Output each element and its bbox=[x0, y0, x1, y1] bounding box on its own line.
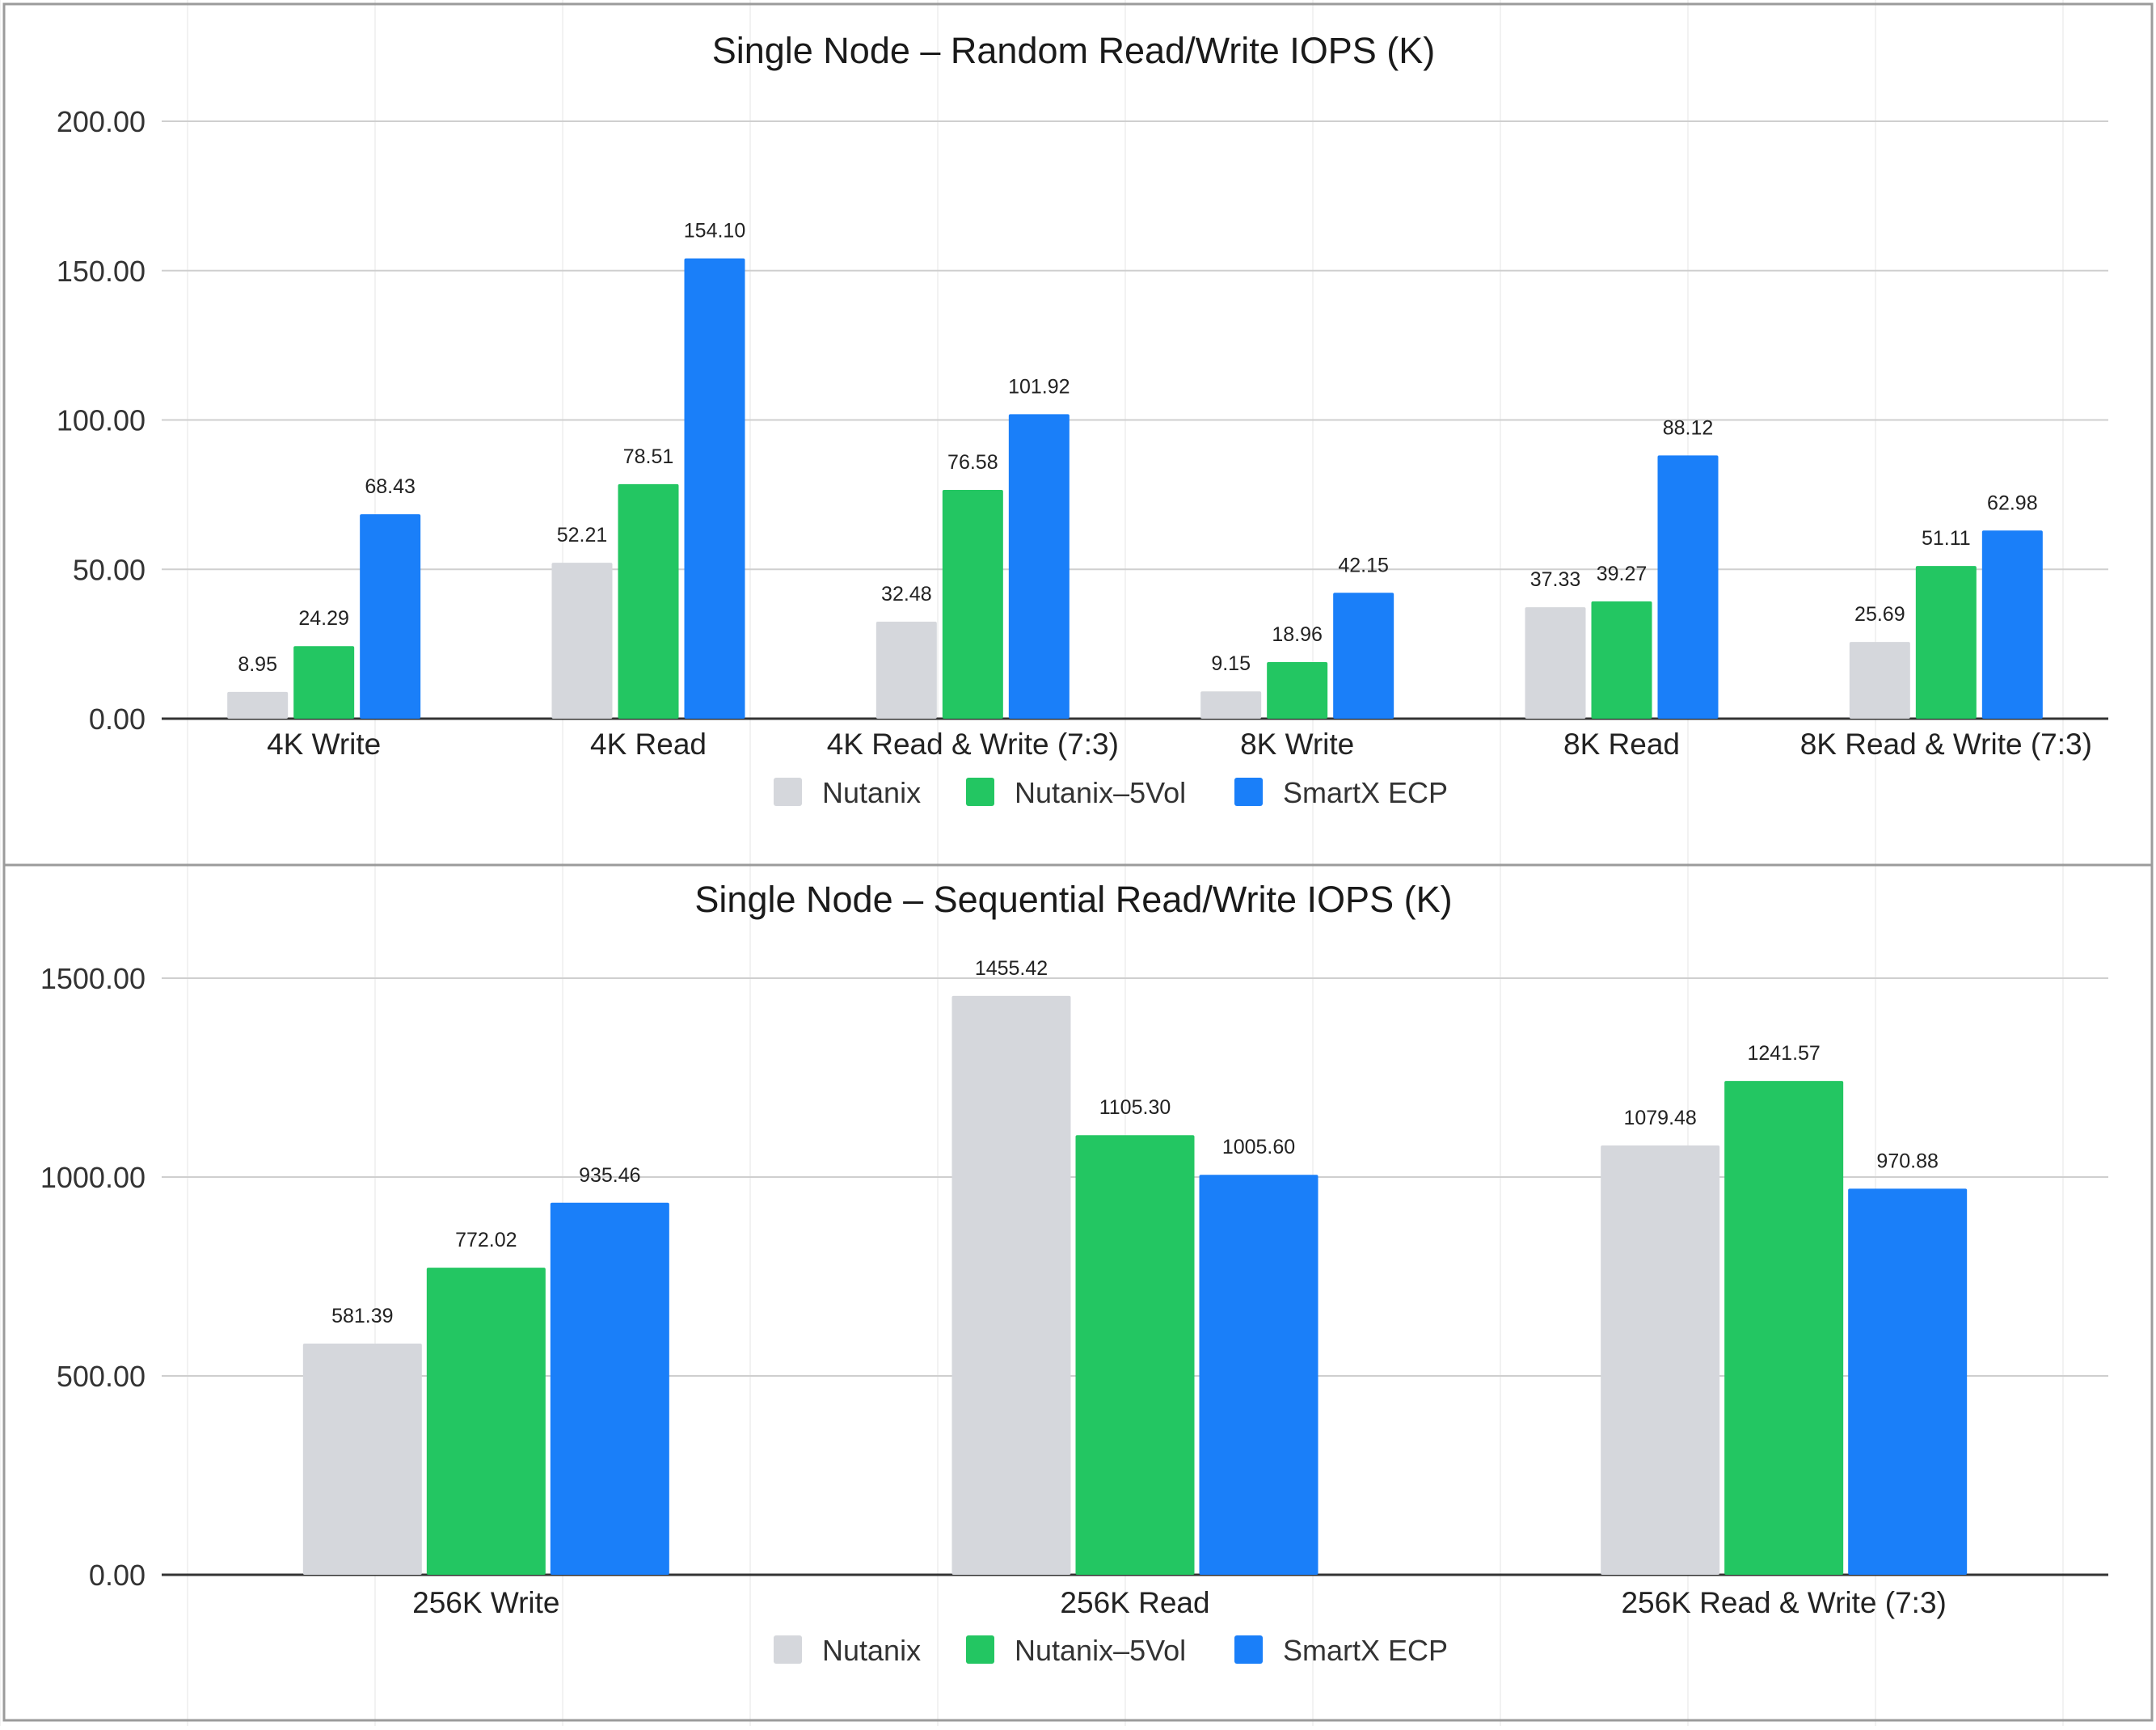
data-label: 1079.48 bbox=[1623, 1107, 1696, 1129]
data-label: 39.27 bbox=[1597, 563, 1648, 585]
legend-swatch bbox=[1234, 1635, 1263, 1664]
bar bbox=[1981, 530, 2043, 719]
y-tick-label: 1000.00 bbox=[40, 1161, 146, 1194]
data-label: 62.98 bbox=[1987, 492, 2038, 514]
bar bbox=[942, 490, 1003, 719]
bar bbox=[1199, 1175, 1318, 1575]
data-label: 68.43 bbox=[365, 475, 416, 498]
bar bbox=[293, 646, 355, 719]
legend-label: Nutanix–5Vol bbox=[1015, 1634, 1186, 1667]
y-tick-label: 50.00 bbox=[73, 553, 146, 586]
data-label: 1105.30 bbox=[1099, 1096, 1171, 1119]
legend-swatch bbox=[966, 778, 994, 806]
data-label: 52.21 bbox=[557, 524, 608, 546]
x-category-label: 4K Read bbox=[590, 728, 707, 761]
data-label: 970.88 bbox=[1876, 1150, 1938, 1172]
chart-title: Single Node – Random Read/Write IOPS (K) bbox=[712, 30, 1436, 71]
bar bbox=[1601, 1145, 1720, 1575]
bar bbox=[1525, 607, 1586, 719]
data-label: 25.69 bbox=[1854, 603, 1905, 626]
data-label: 935.46 bbox=[579, 1164, 640, 1187]
data-label: 154.10 bbox=[684, 220, 745, 243]
legend-label: Nutanix bbox=[822, 1634, 921, 1667]
data-label: 581.39 bbox=[331, 1305, 393, 1327]
data-label: 78.51 bbox=[623, 445, 674, 468]
x-category-label: 8K Read bbox=[1563, 728, 1680, 761]
chart-panel-border bbox=[2, 863, 2154, 1722]
legend-swatch bbox=[966, 1635, 994, 1664]
bar bbox=[618, 483, 679, 719]
data-label: 772.02 bbox=[455, 1229, 517, 1251]
data-label: 76.58 bbox=[947, 451, 998, 474]
bar bbox=[1724, 1081, 1844, 1575]
x-category-label: 8K Write bbox=[1240, 728, 1354, 761]
bar bbox=[1075, 1135, 1195, 1575]
data-label: 51.11 bbox=[1922, 527, 1971, 550]
y-tick-label: 1500.00 bbox=[40, 962, 146, 995]
y-tick-label: 0.00 bbox=[89, 1559, 146, 1592]
legend-label: Nutanix bbox=[822, 776, 921, 809]
y-tick-label: 500.00 bbox=[57, 1360, 146, 1393]
bar bbox=[1267, 661, 1328, 719]
bar bbox=[360, 514, 421, 719]
bar bbox=[302, 1343, 422, 1575]
legend-label: SmartX ECP bbox=[1283, 776, 1448, 809]
data-label: 1005.60 bbox=[1222, 1136, 1295, 1158]
bar bbox=[684, 258, 745, 719]
data-label: 32.48 bbox=[881, 583, 932, 606]
x-category-label: 4K Read & Write (7:3) bbox=[827, 728, 1119, 761]
data-label: 8.95 bbox=[238, 653, 277, 676]
bar bbox=[551, 563, 613, 719]
data-label: 1455.42 bbox=[975, 957, 1048, 980]
legend-swatch bbox=[774, 778, 802, 806]
x-category-label: 256K Read & Write (7:3) bbox=[1621, 1586, 1946, 1619]
legend-swatch bbox=[1234, 778, 1263, 806]
bar bbox=[1657, 455, 1719, 719]
data-label: 88.12 bbox=[1663, 416, 1714, 439]
y-tick-label: 150.00 bbox=[57, 255, 146, 288]
y-tick-label: 200.00 bbox=[57, 105, 146, 138]
data-label: 37.33 bbox=[1530, 568, 1581, 591]
data-label: 18.96 bbox=[1272, 623, 1323, 646]
bar bbox=[1591, 601, 1652, 719]
x-category-label: 8K Read & Write (7:3) bbox=[1800, 728, 2092, 761]
data-label: 9.15 bbox=[1211, 652, 1251, 675]
y-tick-label: 100.00 bbox=[57, 404, 146, 437]
bar bbox=[1333, 593, 1394, 719]
bar bbox=[227, 691, 289, 719]
data-label: 24.29 bbox=[298, 607, 349, 630]
x-category-label: 256K Write bbox=[412, 1586, 559, 1619]
bar bbox=[1008, 414, 1070, 719]
legend-swatch bbox=[774, 1635, 802, 1664]
data-label: 101.92 bbox=[1008, 375, 1070, 398]
chart-title: Single Node – Sequential Read/Write IOPS… bbox=[694, 879, 1452, 920]
bar bbox=[1849, 642, 1910, 719]
legend-label: Nutanix–5Vol bbox=[1015, 776, 1186, 809]
bar bbox=[875, 621, 937, 719]
bar bbox=[550, 1202, 669, 1575]
legend-label: SmartX ECP bbox=[1283, 1634, 1448, 1667]
data-label: 42.15 bbox=[1338, 554, 1389, 576]
bar bbox=[1848, 1188, 1968, 1575]
bar bbox=[951, 995, 1071, 1575]
x-category-label: 4K Write bbox=[267, 728, 381, 761]
y-tick-label: 0.00 bbox=[89, 703, 146, 736]
data-label: 1241.57 bbox=[1747, 1042, 1820, 1065]
bar bbox=[426, 1268, 546, 1575]
bar bbox=[1915, 566, 1977, 719]
x-category-label: 256K Read bbox=[1060, 1586, 1209, 1619]
bar bbox=[1200, 691, 1262, 719]
